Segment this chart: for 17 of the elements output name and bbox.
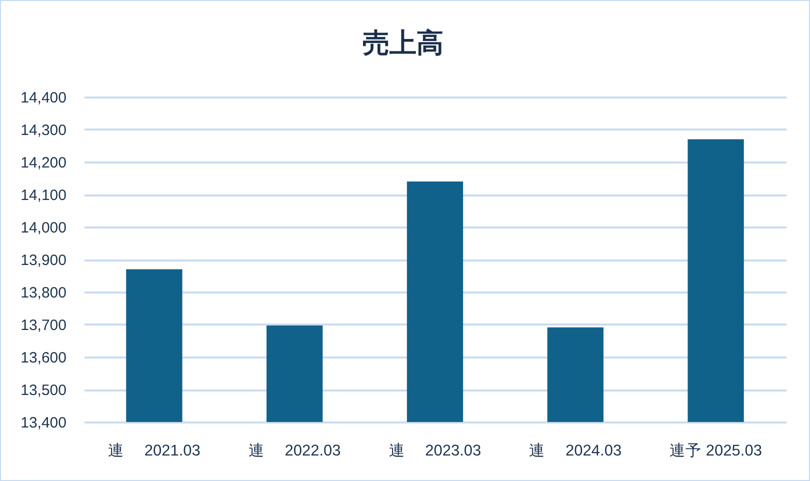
y-tick-label: 13,500: [20, 382, 66, 399]
x-tick-label: 連予 2025.03: [670, 442, 762, 460]
x-tick-label: 連 2021.03: [108, 442, 200, 460]
y-tick-label: 14,400: [20, 90, 66, 106]
y-tick-label: 14,300: [20, 122, 66, 139]
x-tick-label: 連 2022.03: [248, 442, 341, 460]
y-tick-label: 14,200: [20, 154, 66, 172]
y-tick-label: 13,400: [20, 414, 66, 432]
y-tick-label: 13,700: [20, 317, 66, 334]
y-tick-label: 13,900: [20, 252, 66, 269]
x-tick-label: 連 2024.03: [529, 442, 622, 460]
x-tick-label: 連 2023.03: [388, 442, 482, 460]
y-tick-label: 14,000: [20, 220, 66, 236]
y-tick-label: 13,600: [20, 350, 66, 366]
y-tick-label: 14,100: [20, 187, 66, 204]
chart-title: 売上高: [362, 28, 444, 58]
y-tick-label: 13,800: [20, 284, 66, 302]
